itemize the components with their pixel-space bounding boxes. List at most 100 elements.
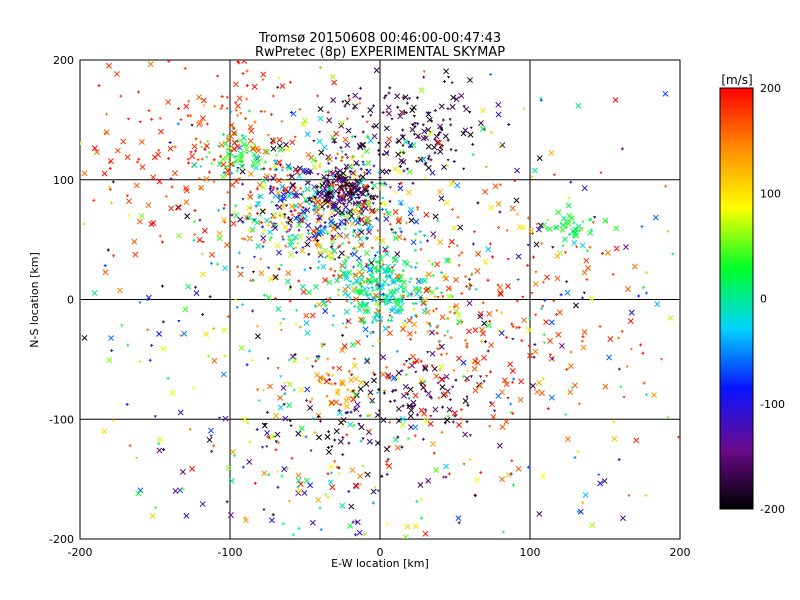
data-point-x: [443, 373, 450, 380]
data-point-x: [137, 487, 144, 494]
data-point-x: [368, 208, 375, 215]
data-point-triangle: [279, 264, 283, 267]
data-point-x: [156, 178, 163, 185]
data-point-plus: [308, 400, 312, 404]
data-point-triangle: [280, 221, 284, 225]
data-point-triangle: [353, 135, 357, 139]
data-point-plus: [239, 155, 243, 159]
data-point-triangle: [287, 359, 291, 362]
data-point-plus: [427, 154, 431, 158]
data-point-x: [275, 306, 282, 313]
data-point-plus: [411, 302, 415, 306]
data-point-triangle: [321, 189, 325, 192]
data-point-plus: [507, 123, 511, 127]
data-point-plus: [332, 314, 336, 318]
data-point-x: [354, 401, 361, 408]
data-point-x: [612, 97, 619, 104]
data-point-triangle: [336, 393, 340, 397]
data-point-plus: [406, 392, 410, 396]
data-point-plus: [386, 266, 390, 270]
data-point-plus: [157, 442, 161, 446]
data-point-plus: [219, 154, 223, 158]
data-point-x: [330, 97, 337, 104]
data-point-triangle: [407, 358, 411, 361]
data-point-plus: [207, 170, 211, 174]
data-point-triangle: [364, 265, 368, 268]
data-point-plus: [505, 335, 509, 339]
data-point-x: [454, 182, 461, 189]
data-point-x: [325, 297, 332, 304]
data-point-plus: [569, 350, 573, 354]
data-point-plus: [273, 159, 277, 163]
data-point-triangle: [619, 385, 623, 389]
data-point-triangle: [469, 273, 474, 277]
data-point-x: [221, 216, 227, 223]
data-point-triangle: [190, 124, 194, 127]
data-point-x: [478, 120, 484, 127]
data-point-x: [438, 103, 445, 110]
data-point-x: [328, 464, 335, 470]
data-point-x: [521, 317, 528, 324]
data-point-x: [305, 222, 312, 229]
data-point-x: [155, 151, 162, 158]
data-point-plus: [150, 117, 154, 121]
data-point-x: [193, 290, 200, 297]
data-point-x: [480, 330, 486, 337]
data-point-triangle: [489, 401, 493, 405]
data-point-plus: [287, 235, 291, 239]
data-point-x: [254, 219, 261, 226]
data-point-x: [287, 252, 294, 258]
data-point-x: [355, 202, 362, 209]
data-point-triangle: [293, 135, 297, 139]
data-point-x: [277, 146, 284, 153]
data-point-x: [304, 179, 311, 186]
data-point-triangle: [552, 299, 556, 303]
data-point-x: [413, 218, 420, 225]
data-point-x: [402, 534, 409, 539]
data-point-x: [575, 102, 582, 109]
data-point-triangle: [289, 424, 293, 428]
data-point-x: [485, 322, 492, 329]
data-point-plus: [442, 475, 446, 479]
data-point-triangle: [412, 115, 416, 118]
data-point-x: [628, 309, 635, 316]
data-point-triangle: [408, 280, 412, 284]
data-point-x: [211, 357, 218, 364]
data-point-plus: [449, 123, 453, 127]
data-point-plus: [358, 223, 362, 227]
data-point-x: [333, 399, 340, 406]
data-point-plus: [291, 533, 295, 537]
data-point-triangle: [289, 224, 293, 227]
data-point-plus: [426, 330, 430, 334]
data-point-triangle: [251, 270, 256, 274]
data-point-x: [167, 145, 174, 152]
data-point-x: [499, 476, 506, 483]
data-point-triangle: [301, 434, 305, 438]
data-point-x: [385, 273, 392, 280]
data-point-x: [344, 99, 351, 106]
data-point-triangle: [468, 458, 472, 462]
data-point-plus: [337, 196, 341, 200]
data-point-plus: [294, 245, 298, 249]
data-point-x: [286, 381, 293, 388]
data-point-x: [361, 185, 368, 192]
data-point-plus: [290, 111, 294, 115]
data-point-triangle: [402, 296, 406, 300]
data-point-x: [101, 170, 108, 177]
data-point-plus: [212, 158, 216, 162]
data-point-x: [342, 175, 349, 182]
data-point-x: [303, 320, 310, 326]
data-point-x: [363, 148, 370, 155]
data-point-x: [386, 110, 392, 117]
data-point-x: [150, 220, 157, 226]
data-point-x: [284, 278, 291, 285]
data-point-plus: [340, 382, 344, 386]
data-point-triangle: [570, 386, 574, 390]
data-point-x: [352, 392, 359, 398]
data-point-triangle: [530, 291, 534, 295]
data-point-x: [292, 166, 299, 173]
data-point-x: [274, 431, 281, 438]
data-point-x: [433, 133, 440, 140]
data-point-plus: [337, 255, 341, 259]
data-point-triangle: [450, 81, 454, 85]
